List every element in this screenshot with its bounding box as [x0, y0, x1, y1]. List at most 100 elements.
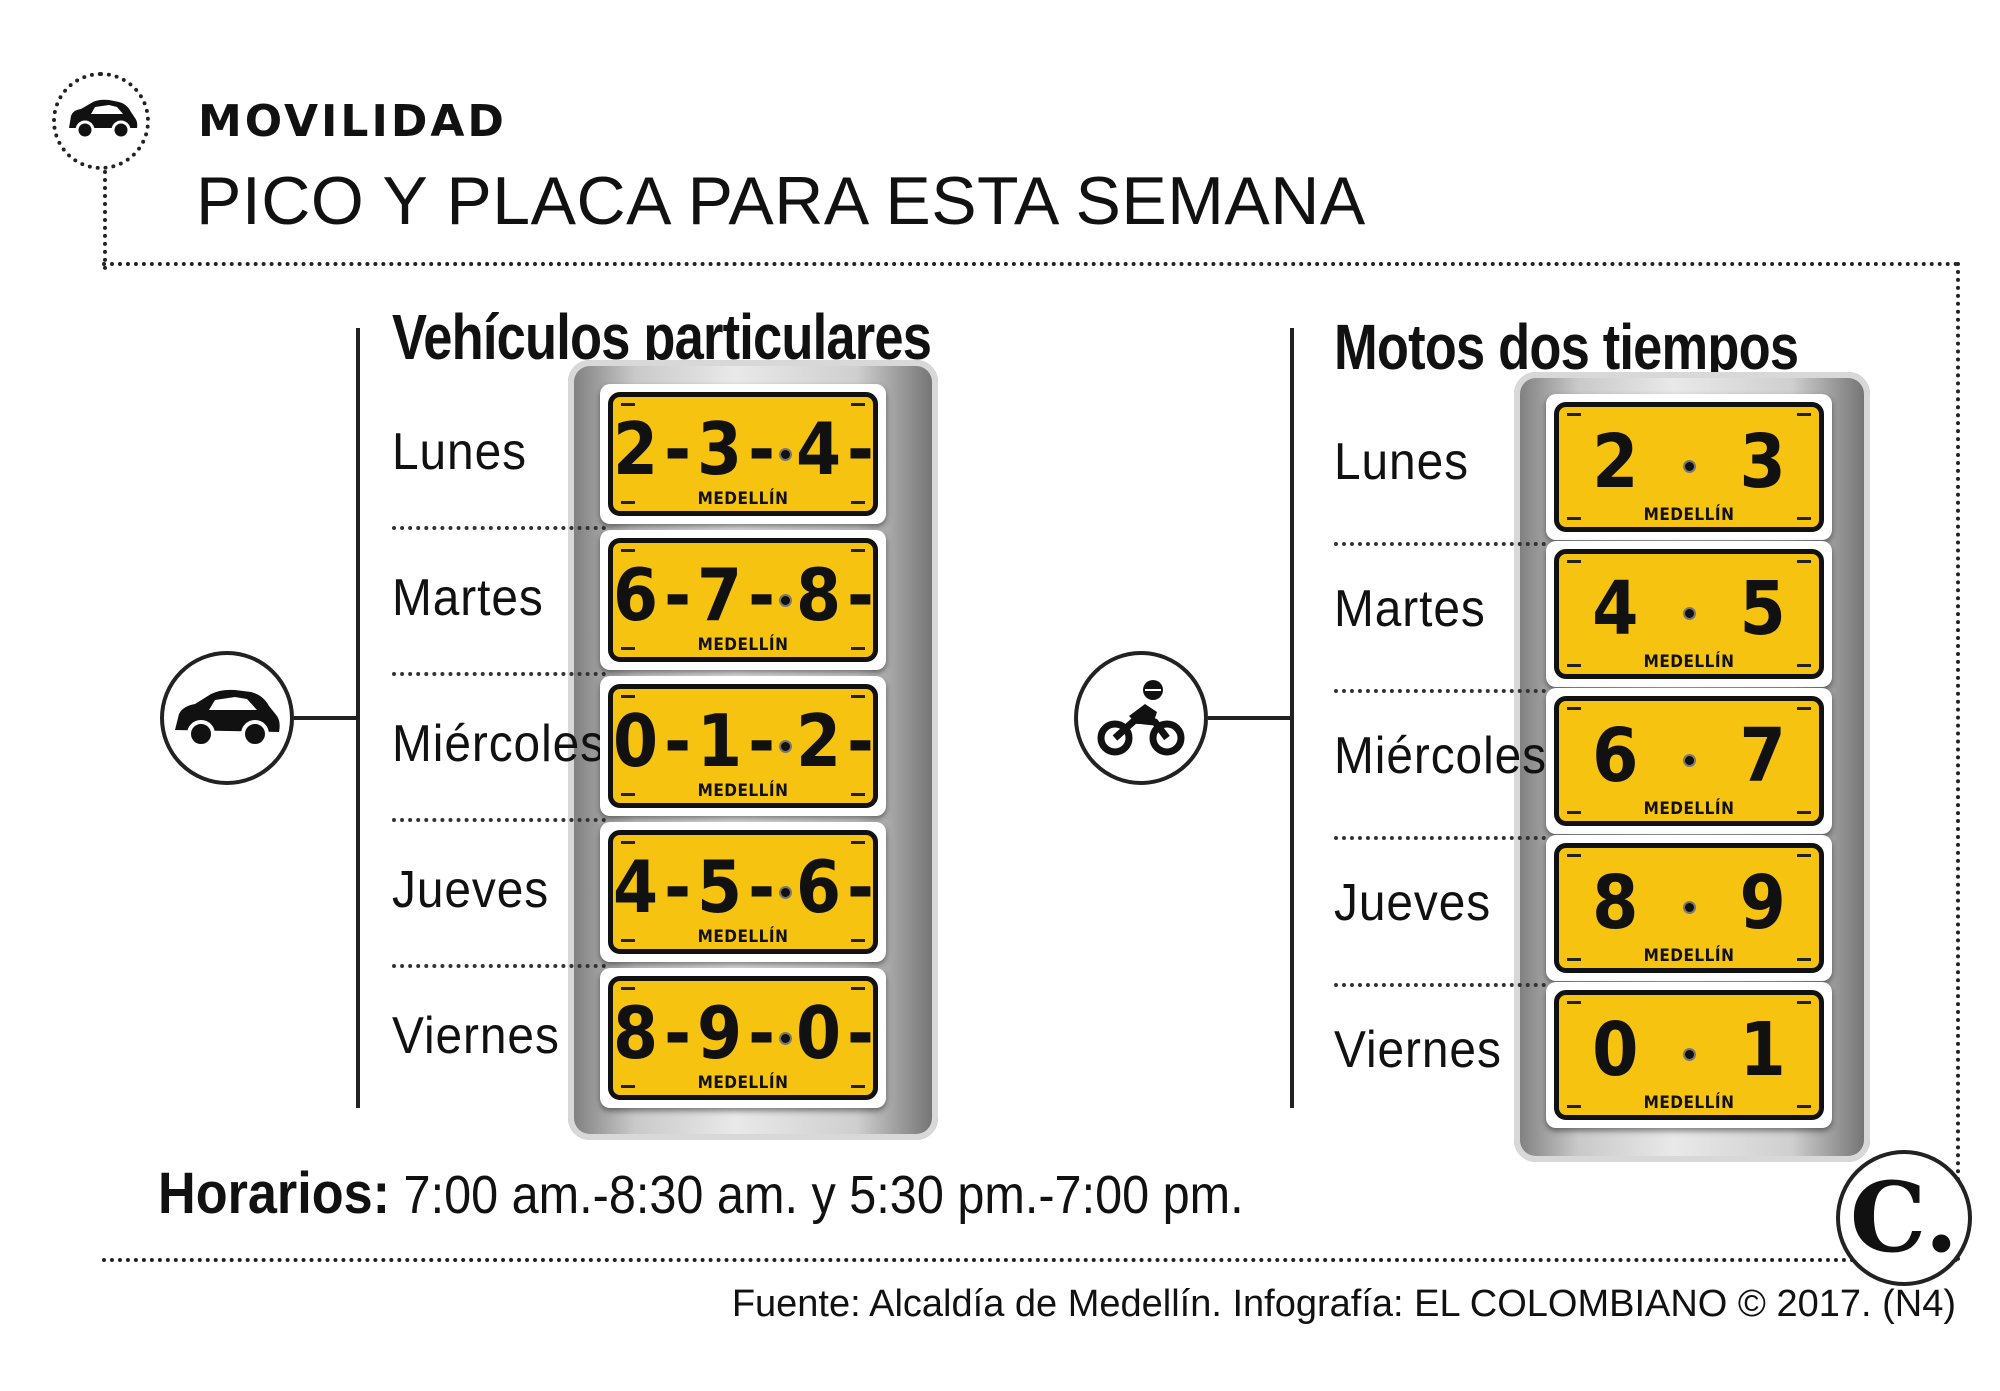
schedule: Horarios: 7:00 am.-8:30 am. y 5:30 pm.-7…	[158, 1160, 1244, 1227]
credits: Fuente: Alcaldía de Medellín. Infografía…	[731, 1283, 1956, 1325]
panel-vertical-line	[356, 328, 360, 1108]
plate-bolt	[1567, 854, 1581, 857]
day-label: Martes	[1334, 580, 1486, 638]
plate-city: MEDELLÍN	[1643, 505, 1735, 525]
plate-center-dot	[778, 1031, 792, 1045]
plate-bolt	[1797, 707, 1811, 710]
plate-face: 0 1 MEDELLÍN	[1554, 990, 1824, 1120]
plate-bolt	[1797, 664, 1811, 667]
row-divider	[1334, 983, 1546, 987]
plate-digit: 3	[696, 407, 743, 491]
plate-digit: 6	[1592, 713, 1639, 799]
plate-digit: 1	[696, 699, 743, 783]
motorcycle-icon-badge	[1074, 651, 1208, 785]
plate-bolt	[851, 987, 865, 990]
plate-digit: 2	[1592, 419, 1639, 505]
plate-bolt	[851, 841, 865, 844]
header-car-icon	[52, 72, 150, 170]
day-label: Martes	[392, 569, 544, 627]
plate-bolt	[621, 939, 635, 942]
plate-separator: -	[748, 845, 775, 929]
plate-face: 4 5 MEDELLÍN	[1554, 549, 1824, 679]
license-plate: 0 1 MEDELLÍN	[1546, 982, 1832, 1128]
day-label: Miércoles	[1334, 727, 1547, 785]
plate-separator: -	[664, 699, 691, 783]
section-label: MOVILIDAD	[198, 96, 507, 147]
plate-bolt	[1567, 517, 1581, 520]
plate-city: MEDELLÍN	[697, 1073, 789, 1093]
plate-digit: 4	[1592, 566, 1639, 652]
plate-bolt	[1567, 811, 1581, 814]
day-label: Miércoles	[392, 715, 605, 773]
vehicle-icon-badge	[160, 651, 294, 785]
logo-text: C.	[1849, 1161, 1959, 1274]
plate-digit: 0	[795, 991, 842, 1075]
page-title: PICO Y PLACA PARA ESTA SEMANA	[196, 163, 1366, 239]
plate-separator: -	[748, 699, 775, 783]
schedule-label: Horarios:	[158, 1161, 391, 1226]
plate-bolt	[851, 1085, 865, 1088]
plate-bolt	[1797, 854, 1811, 857]
panel-title: Motos dos tiempos	[1334, 311, 1799, 383]
plate-center-dot	[778, 885, 792, 899]
plate-digits: 2-3-4-5	[613, 399, 873, 499]
plate-bolt	[621, 987, 635, 990]
plate-bolt	[1797, 560, 1811, 563]
plate-bolt	[851, 501, 865, 504]
icon-connector	[294, 716, 356, 720]
day-label: Jueves	[392, 861, 550, 919]
license-plate: 8 9 MEDELLÍN	[1546, 835, 1832, 981]
plate-bolt	[1567, 560, 1581, 563]
schedule-value: 7:00 am.-8:30 am. y 5:30 pm.-7:00 pm.	[390, 1165, 1244, 1225]
plate-separator: -	[847, 407, 874, 491]
header-connector	[103, 170, 107, 270]
plate-bolt	[621, 647, 635, 650]
plate-center-dot	[778, 447, 792, 461]
row-divider	[392, 672, 606, 676]
plate-bolt	[621, 793, 635, 796]
icon-connector	[1208, 716, 1290, 720]
plate-digit: 8	[1592, 860, 1639, 946]
motorcycle-icon	[1097, 680, 1185, 756]
plate-digit: 2	[613, 407, 659, 491]
license-plate: 2 3 MEDELLÍN	[1546, 394, 1832, 540]
plate-separator: -	[748, 553, 775, 637]
plate-digit: 6	[613, 553, 659, 637]
panel-vertical-line	[1290, 328, 1294, 1108]
plate-city: MEDELLÍN	[697, 927, 789, 947]
plate-bolt	[621, 549, 635, 552]
plate-separator: -	[664, 991, 691, 1075]
plate-bolt	[621, 501, 635, 504]
row-divider	[1334, 836, 1546, 840]
plate-bolt	[621, 1085, 635, 1088]
day-label: Jueves	[1334, 874, 1492, 932]
plate-bolt	[1567, 664, 1581, 667]
plate-digit: 1	[1739, 1007, 1786, 1093]
plate-separator: -	[664, 845, 691, 929]
car-icon	[69, 99, 138, 140]
plate-face: 8 9 MEDELLÍN	[1554, 843, 1824, 973]
plate-separator: -	[847, 553, 874, 637]
plate-bolt	[1567, 413, 1581, 416]
plate-digit: 8	[795, 553, 842, 637]
plate-digits: 0-1-2-3	[613, 691, 873, 791]
plate-digit: 9	[1739, 860, 1786, 946]
plate-separator: -	[847, 699, 874, 783]
plate-digit: 4	[795, 407, 842, 491]
plate-bolt	[1797, 413, 1811, 416]
plate-digit: 4	[613, 845, 659, 929]
plate-digit: 2	[795, 699, 842, 783]
plate-separator: -	[748, 991, 775, 1075]
plate-separator: -	[847, 845, 874, 929]
plate-bolt	[1567, 707, 1581, 710]
plate-bolt	[1567, 1105, 1581, 1108]
day-label: Lunes	[392, 423, 527, 481]
